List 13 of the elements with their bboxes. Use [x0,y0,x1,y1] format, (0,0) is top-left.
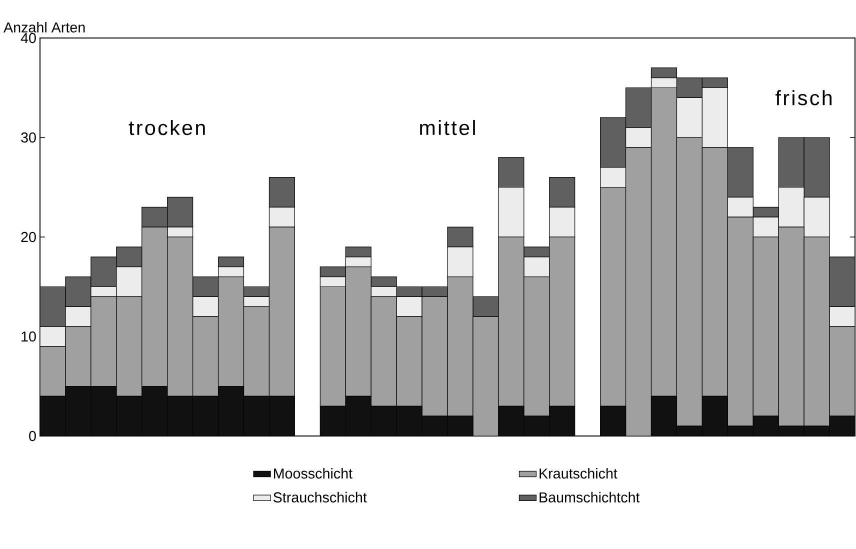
legend-label: Baumschichtcht [540,492,640,502]
legend-label: Krautschicht [540,468,618,479]
y-tick-label: 0 [29,430,36,442]
y-tick-label: 10 [22,331,36,342]
y-tick-label: 40 [20,32,36,44]
annotation: trocken [128,120,205,136]
legend-label: Strauchschicht [273,492,367,502]
y-tick-label: 30 [21,132,36,143]
annotation: frisch [776,90,832,106]
legend-label: Moosschicht [274,468,352,479]
y-tick-label: 20 [21,232,36,242]
annotation: mittel [420,120,475,136]
y-axis-title: Anzahl Arten [4,22,85,32]
